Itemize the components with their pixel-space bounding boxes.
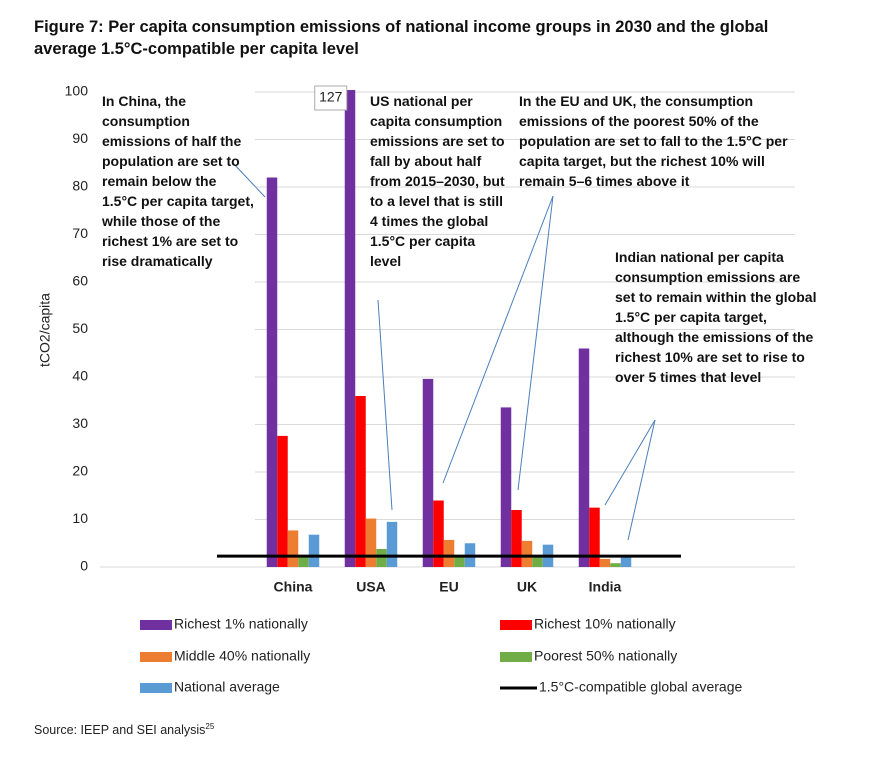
bar	[620, 557, 632, 567]
value-label: 127	[319, 89, 343, 105]
legend-swatch	[500, 620, 532, 630]
x-tick-label: EU	[439, 579, 458, 595]
source: Source: IEEP and SEI analysis25	[34, 722, 214, 737]
legend-label: Richest 10% nationally	[534, 616, 676, 632]
annotation: In the EU and UK, the consumption emissi…	[519, 93, 788, 189]
bar	[521, 540, 533, 567]
y-tick-label: 0	[80, 558, 88, 574]
y-tick-label: 100	[65, 83, 89, 99]
leader-line	[627, 419, 656, 541]
bar	[386, 521, 398, 567]
leader-line	[377, 299, 393, 511]
bar	[298, 556, 309, 567]
bar	[344, 90, 356, 567]
bar	[578, 348, 590, 567]
x-tick-label: China	[274, 579, 313, 595]
legend-swatch	[500, 652, 532, 662]
bar	[422, 378, 434, 567]
bar	[308, 534, 320, 567]
bar	[355, 396, 366, 567]
legend-swatch	[140, 683, 172, 693]
bar	[287, 530, 299, 567]
y-tick-label: 50	[72, 320, 88, 336]
leader-line	[517, 195, 554, 491]
bar	[376, 548, 387, 567]
legend-swatch	[140, 620, 172, 630]
y-tick-label: 30	[72, 415, 88, 431]
bar	[266, 177, 278, 567]
y-tick-label: 70	[72, 225, 88, 241]
legend-label: Middle 40% nationally	[174, 648, 310, 664]
y-tick-label: 60	[72, 273, 88, 289]
bar	[500, 407, 512, 567]
bar	[599, 558, 611, 567]
legend-label: Poorest 50% nationally	[534, 648, 677, 664]
bar	[610, 563, 621, 567]
value-label-box	[314, 85, 348, 111]
leader-line	[231, 161, 266, 198]
x-tick-label: UK	[517, 579, 537, 595]
source-text: Source: IEEP and SEI analysis	[34, 723, 206, 738]
bar	[511, 510, 522, 567]
y-tick-label: 10	[72, 510, 88, 526]
y-axis-label: tCO2/capita	[37, 293, 53, 367]
chart-title: Figure 7: Per capita consumption emissio…	[34, 18, 769, 58]
y-tick-label: 40	[72, 368, 88, 384]
y-tick-label: 20	[72, 463, 88, 479]
y-tick-label: 80	[72, 178, 88, 194]
annotation: In China, the consumption emissions of h…	[102, 93, 254, 269]
x-tick-label: USA	[356, 579, 386, 595]
legend-swatch	[140, 652, 172, 662]
bar	[277, 435, 288, 567]
annotation: Indian national per capita consumption e…	[615, 249, 817, 385]
legend-label: National average	[174, 679, 280, 695]
bar	[454, 555, 465, 567]
bar	[589, 507, 600, 567]
leader-line	[442, 195, 554, 484]
bar	[443, 539, 455, 567]
legend-label: Richest 1% nationally	[174, 616, 308, 632]
legend-label: 1.5°C-compatible global average	[539, 679, 742, 695]
bar	[532, 555, 543, 567]
source-note: 25	[205, 722, 215, 731]
x-tick-label: India	[589, 579, 622, 595]
leader-line	[604, 419, 656, 506]
y-tick-label: 90	[72, 130, 88, 146]
bar	[433, 500, 444, 567]
leader-lines	[231, 161, 656, 541]
bar	[365, 518, 377, 567]
annotation: US national per capita consumption emiss…	[370, 93, 505, 269]
